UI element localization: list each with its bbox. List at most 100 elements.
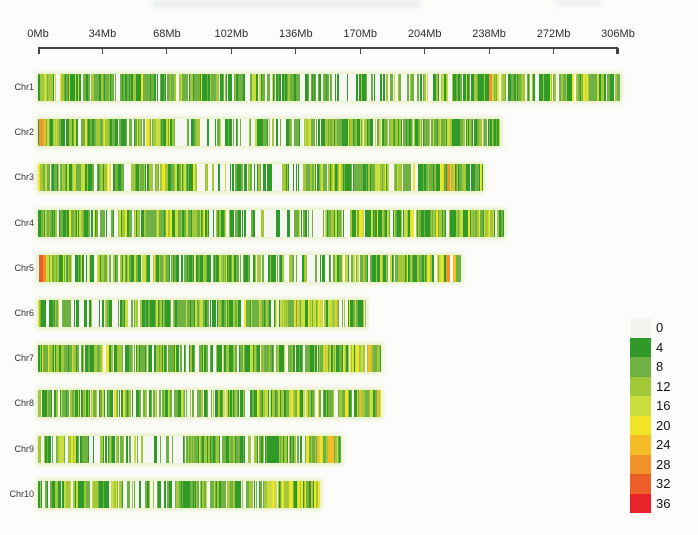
density-stripe (349, 300, 350, 327)
density-stripe (99, 164, 100, 192)
density-stripe (327, 390, 328, 418)
density-stripe (305, 345, 307, 373)
density-stripe (474, 74, 476, 101)
density-stripe (91, 390, 92, 418)
density-stripe (323, 390, 324, 418)
density-stripe (185, 74, 186, 101)
density-stripe (84, 390, 85, 418)
density-stripe (250, 345, 253, 373)
density-stripe (167, 390, 168, 418)
density-stripe (119, 480, 121, 508)
density-stripe (309, 254, 312, 282)
density-stripe (204, 390, 206, 418)
density-stripe (356, 254, 357, 282)
density-stripe (203, 254, 204, 282)
density-stripe (234, 119, 235, 147)
density-stripe (75, 209, 76, 237)
density-stripe (221, 209, 224, 237)
density-stripe (457, 209, 458, 237)
density-stripe (411, 164, 413, 192)
density-stripe (401, 74, 403, 101)
density-stripe (105, 74, 106, 101)
density-stripe (249, 480, 250, 508)
density-stripe (423, 164, 424, 192)
density-stripe (81, 254, 82, 282)
density-stripe (328, 345, 329, 373)
density-stripe (169, 74, 170, 101)
density-stripe (214, 300, 215, 327)
density-stripe (134, 254, 136, 282)
density-stripe (336, 345, 337, 373)
density-stripe (146, 345, 147, 373)
density-stripe (42, 390, 43, 418)
density-stripe (107, 480, 108, 508)
density-stripe (228, 390, 229, 418)
density-stripe (243, 119, 246, 147)
density-stripe (589, 74, 591, 101)
density-stripe (325, 390, 326, 418)
density-stripe (303, 209, 305, 237)
density-stripe (103, 74, 104, 101)
density-stripe (312, 209, 313, 237)
density-stripe (162, 300, 163, 327)
density-stripe (82, 254, 84, 282)
density-stripe (444, 119, 445, 147)
density-stripe (125, 119, 126, 147)
density-stripe (170, 119, 172, 147)
density-stripe (329, 209, 331, 237)
density-stripe (436, 74, 438, 101)
density-stripe (181, 254, 183, 282)
density-stripe (319, 209, 320, 237)
density-stripe (234, 390, 235, 418)
density-stripe (162, 119, 163, 147)
density-stripe (272, 300, 273, 327)
density-hotspot (453, 164, 456, 192)
density-stripe (170, 254, 171, 282)
density-stripe (486, 74, 489, 101)
density-stripe (65, 435, 68, 463)
density-stripe (450, 119, 452, 147)
density-stripe (267, 435, 269, 463)
density-stripe (262, 390, 263, 418)
density-stripe (191, 254, 192, 282)
density-stripe (70, 435, 71, 463)
density-stripe (61, 254, 63, 282)
density-stripe (363, 300, 364, 327)
density-stripe (279, 300, 280, 327)
density-stripe (214, 74, 216, 101)
density-stripe (45, 345, 48, 373)
density-stripe (304, 480, 305, 508)
density-stripe (220, 435, 222, 463)
axis-tick (101, 48, 103, 54)
density-stripe (460, 74, 462, 101)
density-stripe (193, 300, 194, 327)
density-stripe (416, 74, 417, 101)
density-stripe (184, 435, 185, 463)
density-stripe (329, 119, 330, 147)
density-stripe (300, 435, 302, 463)
density-stripe (342, 119, 344, 147)
density-stripe (157, 254, 159, 282)
density-stripe (330, 74, 332, 101)
density-stripe (127, 345, 129, 373)
density-stripe (296, 345, 299, 373)
density-stripe (301, 345, 302, 373)
density-stripe (300, 119, 301, 147)
density-stripe (472, 119, 473, 147)
density-stripe (307, 209, 308, 237)
density-stripe (49, 390, 51, 418)
density-stripe (316, 209, 317, 237)
density-stripe (243, 435, 244, 463)
density-stripe (298, 300, 299, 327)
density-stripe (191, 164, 193, 192)
density-stripe (284, 209, 286, 237)
density-stripe (53, 119, 54, 147)
density-stripe (363, 345, 364, 373)
density-stripe (397, 209, 400, 237)
density-stripe (438, 209, 439, 237)
density-stripe (251, 119, 253, 147)
density-stripe (93, 300, 94, 327)
density-stripe (365, 119, 367, 147)
density-stripe (93, 390, 96, 418)
density-stripe (296, 435, 297, 463)
